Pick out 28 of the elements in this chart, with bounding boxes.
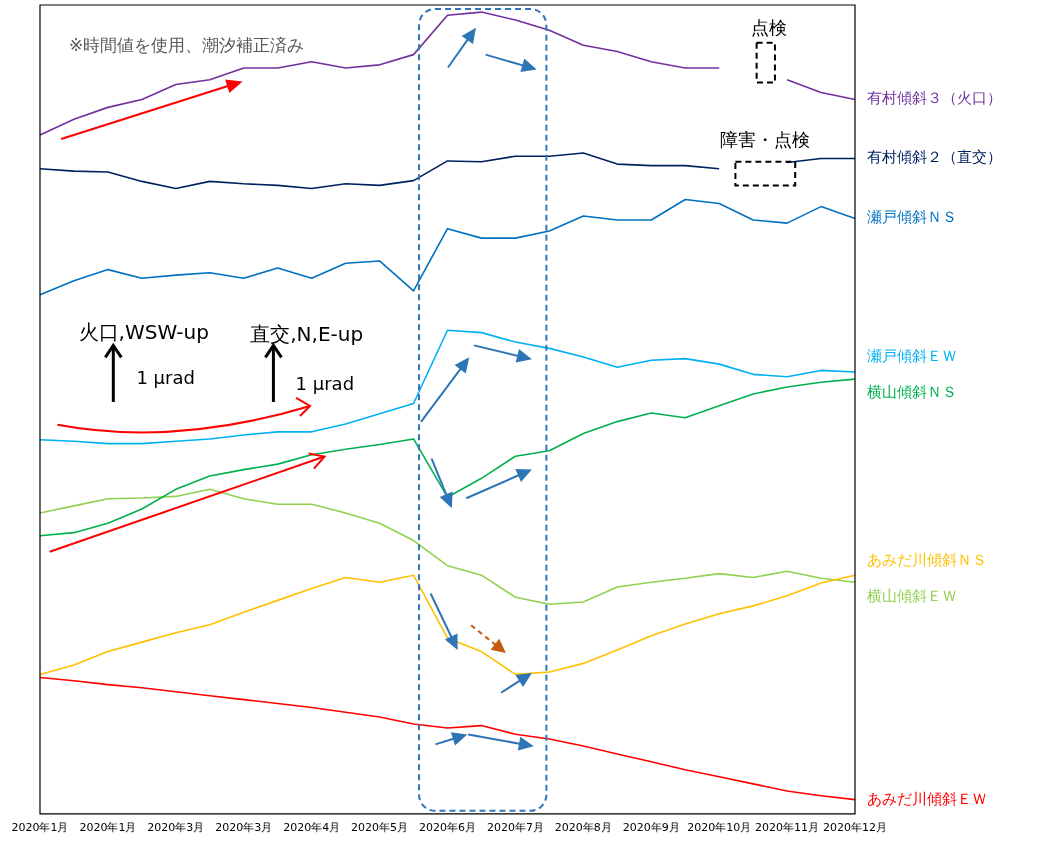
x-tick-label: 2020年8月 [554,821,612,835]
series-label: 瀬戸傾斜ＮＳ [867,208,957,227]
annotation: ※時間値を使用、潮汐補正済み [68,35,305,56]
x-tick-label: 2020年1月 [11,821,69,835]
series-label: 有村傾斜３（火口） [867,89,1002,108]
x-tick-label: 2020年1月 [79,821,137,835]
x-tick-label: 2020年9月 [622,821,680,835]
x-tick-label: 2020年11月 [755,821,820,835]
series-label: 有村傾斜２（直交） [867,148,1002,167]
x-tick-label: 2020年3月 [215,821,273,835]
annotation: 直交,N,E-up [250,321,364,346]
x-tick-label: 2020年5月 [351,821,409,835]
series-label: 横山傾斜ＮＳ [867,383,957,402]
x-tick-label: 2020年4月 [283,821,341,835]
x-tick-label: 2020年10月 [687,821,752,835]
annotation: 1 μrad [136,366,195,388]
x-tick-label: 2020年3月 [147,821,205,835]
annotation: 1 μrad [295,372,355,394]
x-tick-label: 2020年6月 [419,821,476,835]
annotation: 障害・点検 [720,128,811,150]
series-label: あみだ川傾斜ＥＷ [867,789,987,808]
series-label: あみだ川傾斜ＮＳ [867,550,987,569]
x-tick-label: 2020年7月 [486,821,544,835]
series-label: 横山傾斜ＥＷ [867,586,957,605]
annotation: 火口,WSW-up [78,319,209,344]
annotation: 点検 [751,17,788,39]
x-tick-label: 2020年12月 [823,821,887,835]
series-label: 瀬戸傾斜ＥＷ [867,347,957,366]
